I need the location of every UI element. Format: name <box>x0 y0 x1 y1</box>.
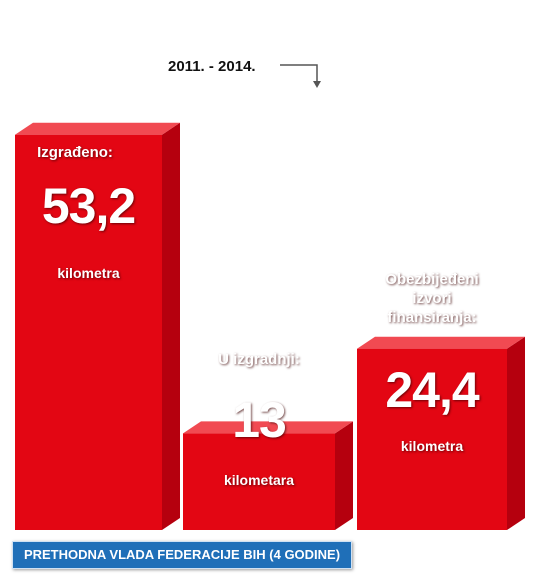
bar-unit-u-izgradnji: kilometara <box>223 472 295 488</box>
footer-label: PRETHODNA VLADA FEDERACIJE BIH (4 GODINE… <box>12 541 352 569</box>
bar-value-izgradeno: 53,2 <box>41 178 136 234</box>
bar-value-u-izgradnji: 13 <box>232 392 287 448</box>
bar-u-izgradnji <box>183 421 353 530</box>
arrow-down-icon <box>280 64 321 88</box>
period-title: 2011. - 2014. <box>168 58 256 75</box>
bar-label-obezbijedeni: Obezbijeđeni izvori finansiranja: <box>385 271 479 326</box>
bar-obezbijedeni <box>357 336 525 530</box>
bar-label-u-izgradnji: U izgradnji: <box>218 351 300 368</box>
bar-label-izgradeno: Izgrađeno: <box>37 144 113 161</box>
bar-unit-obezbijedeni: kilometra <box>400 438 464 454</box>
bar-izgradeno <box>15 122 180 530</box>
bar-value-obezbijedeni: 24,4 <box>385 362 479 418</box>
bar-unit-izgradeno: kilometra <box>57 265 120 281</box>
